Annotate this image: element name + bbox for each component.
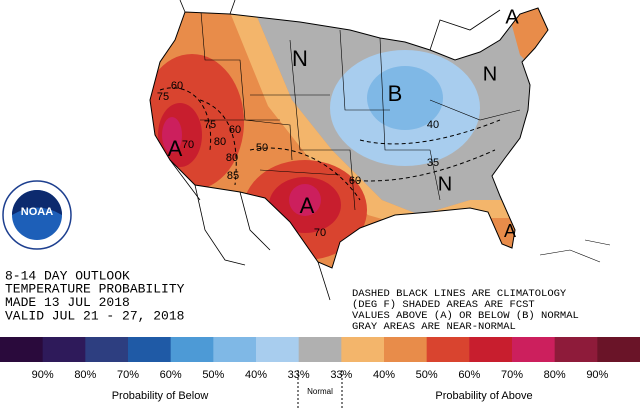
map-label: B bbox=[388, 81, 403, 106]
above-label: Probability of Above bbox=[435, 390, 532, 402]
map-label: A bbox=[504, 221, 516, 241]
legend-swatch bbox=[597, 337, 640, 362]
legend-label: 70% bbox=[117, 369, 139, 381]
us-outline bbox=[149, 7, 549, 269]
note-line: (DEG F) SHADED AREAS ARE FCST bbox=[352, 299, 535, 311]
title-line: TEMPERATURE PROBABILITY bbox=[5, 282, 185, 297]
legend-swatch bbox=[341, 337, 385, 362]
legend-swatch bbox=[469, 337, 513, 362]
title-line: MADE 13 JUL 2018 bbox=[5, 295, 130, 310]
legend-swatch bbox=[298, 337, 342, 362]
map-label: 80 bbox=[214, 136, 226, 148]
note-line: DASHED BLACK LINES ARE CLIMATOLOGY bbox=[352, 288, 567, 300]
map-label: 40 bbox=[427, 119, 439, 131]
map-label: 35 bbox=[427, 157, 439, 169]
legend-label: 40% bbox=[373, 369, 395, 381]
legend-swatch bbox=[0, 337, 44, 362]
noaa-logo: NOAA bbox=[2, 180, 72, 250]
map-label: 85 bbox=[227, 170, 239, 182]
legend-swatch bbox=[384, 337, 428, 362]
map-label: 80 bbox=[226, 152, 238, 164]
legend-label: 50% bbox=[202, 369, 224, 381]
map-label: A bbox=[168, 136, 183, 161]
title-line: VALID JUL 21 - 27, 2018 bbox=[5, 308, 184, 323]
map-label: 75 bbox=[204, 119, 216, 131]
map-label: 60 bbox=[349, 175, 361, 187]
logo-text: NOAA bbox=[21, 206, 53, 218]
below-label: Probability of Below bbox=[112, 390, 209, 402]
map-label: 60 bbox=[171, 80, 183, 92]
map-label: 60 bbox=[229, 124, 241, 136]
legend: 90% 80% 70% 60% 50% 40% 33% 33% 40% 50% 60% 70% 80% 9… bbox=[0, 337, 640, 381]
map-label: 50 bbox=[256, 142, 268, 154]
legend-label: 80% bbox=[544, 369, 566, 381]
note-line: VALUES ABOVE (A) OR BELOW (B) NORMAL bbox=[352, 310, 579, 322]
title-line: 8-14 DAY OUTLOOK bbox=[5, 268, 130, 283]
map-label: 70 bbox=[182, 139, 194, 151]
normal-label: Normal bbox=[307, 387, 333, 396]
note-line: GRAY AREAS ARE NEAR-NORMAL bbox=[352, 321, 516, 333]
legend-swatch bbox=[426, 337, 470, 362]
map-label: A bbox=[505, 6, 519, 28]
legend-swatch bbox=[42, 337, 86, 362]
legend-label: 40% bbox=[245, 369, 267, 381]
legend-swatch bbox=[170, 337, 214, 362]
legend-swatch bbox=[128, 337, 172, 362]
legend-label: 80% bbox=[74, 369, 96, 381]
legend-label: 60% bbox=[458, 369, 480, 381]
map-label: N bbox=[292, 46, 308, 71]
legend-label: 60% bbox=[160, 369, 182, 381]
legend-label: 70% bbox=[501, 369, 523, 381]
legend-label: 33% bbox=[288, 369, 310, 381]
map-label: 70 bbox=[314, 227, 326, 239]
map-label: A bbox=[300, 193, 315, 218]
basemap bbox=[169, 0, 611, 301]
legend-swatch bbox=[512, 337, 556, 362]
legend-swatch bbox=[256, 337, 300, 362]
legend-label: 33% bbox=[330, 369, 352, 381]
legend-label: 90% bbox=[32, 369, 54, 381]
map-label: N bbox=[483, 63, 497, 85]
legend-label: 50% bbox=[416, 369, 438, 381]
legend-swatch bbox=[554, 337, 598, 362]
notes: DASHED BLACK LINES ARE CLIMATOLOGY(DEG F… bbox=[352, 288, 579, 333]
legend-label: 90% bbox=[586, 369, 608, 381]
legend-swatch bbox=[85, 337, 129, 362]
legend-swatch bbox=[213, 337, 257, 362]
map-label: 75 bbox=[157, 91, 169, 103]
map-label: N bbox=[438, 173, 452, 195]
